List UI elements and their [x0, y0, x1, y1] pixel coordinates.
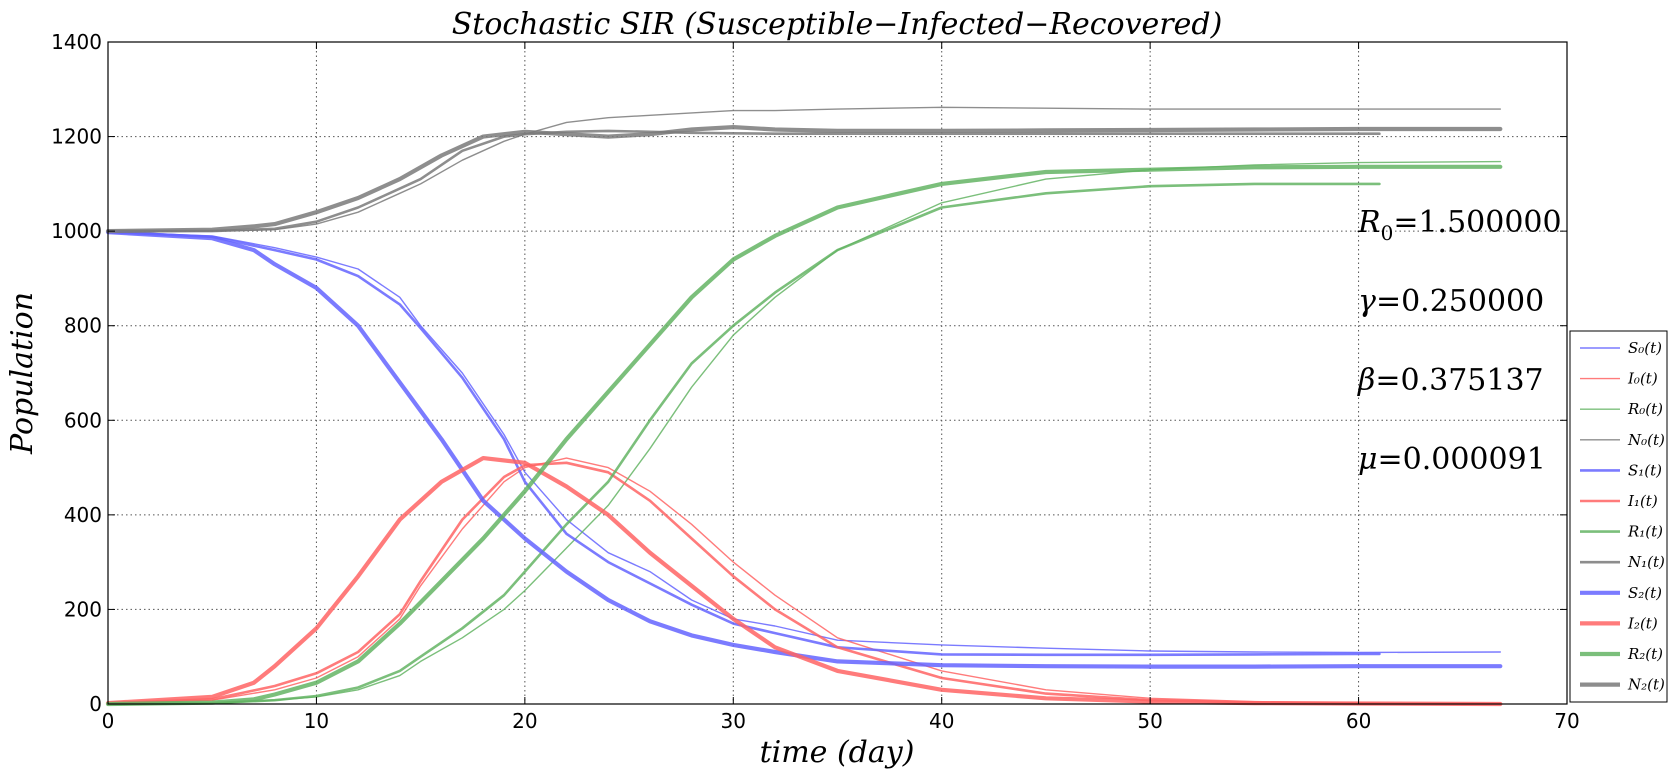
- legend-label: I₂(t): [1627, 614, 1658, 632]
- series-line-n0: [107, 106, 1501, 232]
- parameter-annotation: μ=0.000091: [1358, 442, 1546, 477]
- legend: S₀(t) I₀(t) R₀(t) N₀(t) S₁(t) I₁(t) R₁(t) N₁(t)…: [1569, 330, 1668, 703]
- legend-label: S₂(t): [1628, 584, 1662, 602]
- series-line-r2: [105, 164, 1503, 707]
- x-tick-label: 70: [1554, 709, 1579, 733]
- y-tick-label: 0: [89, 692, 102, 716]
- chart-title: Stochastic SIR (Susceptible−Infected−Rec…: [452, 7, 1223, 42]
- x-tick-label: 50: [1137, 709, 1162, 733]
- legend-label: R₁(t): [1627, 523, 1663, 541]
- x-tick-label: 40: [929, 709, 954, 733]
- legend-label: N₁(t): [1627, 553, 1665, 571]
- series-lines: [105, 106, 1503, 707]
- legend-label: I₀(t): [1627, 370, 1658, 388]
- legend-label: R₂(t): [1627, 645, 1663, 663]
- x-tick-label: 60: [1346, 709, 1371, 733]
- parameter-annotation: R0=1.500000: [1357, 205, 1562, 245]
- y-tick-label: 400: [64, 503, 102, 527]
- legend-label: N₀(t): [1627, 431, 1665, 449]
- y-tick-label: 1400: [51, 30, 102, 54]
- series-line-s0: [107, 231, 1501, 654]
- annotation-value: =0.000091: [1378, 442, 1546, 477]
- annotation-symbol: β: [1357, 363, 1375, 398]
- series-line-r1: [106, 182, 1381, 706]
- x-tick-label: 30: [721, 709, 746, 733]
- legend-label: N₂(t): [1627, 676, 1665, 694]
- axis-ticks: 0 10 20 30 40 50 60 70 0 200 400 600 800 1000 1200 1400: [51, 30, 1580, 733]
- y-tick-label: 200: [64, 597, 102, 621]
- y-tick-label: 800: [64, 314, 102, 338]
- annotation-symbol: R: [1357, 205, 1381, 240]
- annotation-value: =0.375137: [1375, 363, 1543, 398]
- series-line-s1: [106, 230, 1381, 657]
- series-line-i2: [105, 456, 1503, 707]
- parameter-annotations: R0=1.500000 γ=0.250000 β=0.375137 μ=0.00009…: [1357, 205, 1562, 477]
- legend-frame: [1569, 330, 1668, 703]
- legend-label: S₀(t): [1628, 339, 1662, 357]
- x-tick-label: 10: [304, 709, 329, 733]
- series-line-i1: [106, 461, 1381, 705]
- y-axis-label: Population: [5, 292, 40, 455]
- annotation-value: =0.250000: [1376, 284, 1544, 319]
- legend-label: I₁(t): [1627, 492, 1658, 510]
- legend-label: S₁(t): [1628, 461, 1662, 479]
- annotation-value: =1.500000: [1393, 205, 1561, 240]
- y-tick-label: 1200: [51, 125, 102, 149]
- y-tick-label: 600: [64, 408, 102, 432]
- y-tick-label: 1000: [51, 219, 102, 243]
- series-line-i0: [107, 457, 1501, 705]
- annotation-symbol: γ: [1358, 284, 1376, 319]
- x-tick-label: 20: [512, 709, 537, 733]
- plot-frame: [107, 41, 1568, 705]
- parameter-annotation: β=0.375137: [1357, 363, 1544, 398]
- series-line-n2: [105, 125, 1503, 234]
- x-tick-label: 0: [102, 709, 115, 733]
- series-line-s2: [105, 230, 1503, 669]
- grid-lines: [108, 42, 1567, 704]
- series-line-r0: [107, 160, 1501, 705]
- series-line-n1: [106, 129, 1381, 233]
- legend-label: R₀(t): [1627, 400, 1663, 418]
- parameter-annotation: γ=0.250000: [1358, 284, 1544, 319]
- annotation-subscript: 0: [1381, 221, 1394, 245]
- annotation-symbol: μ: [1358, 442, 1378, 477]
- x-axis-label: time (day): [760, 735, 915, 770]
